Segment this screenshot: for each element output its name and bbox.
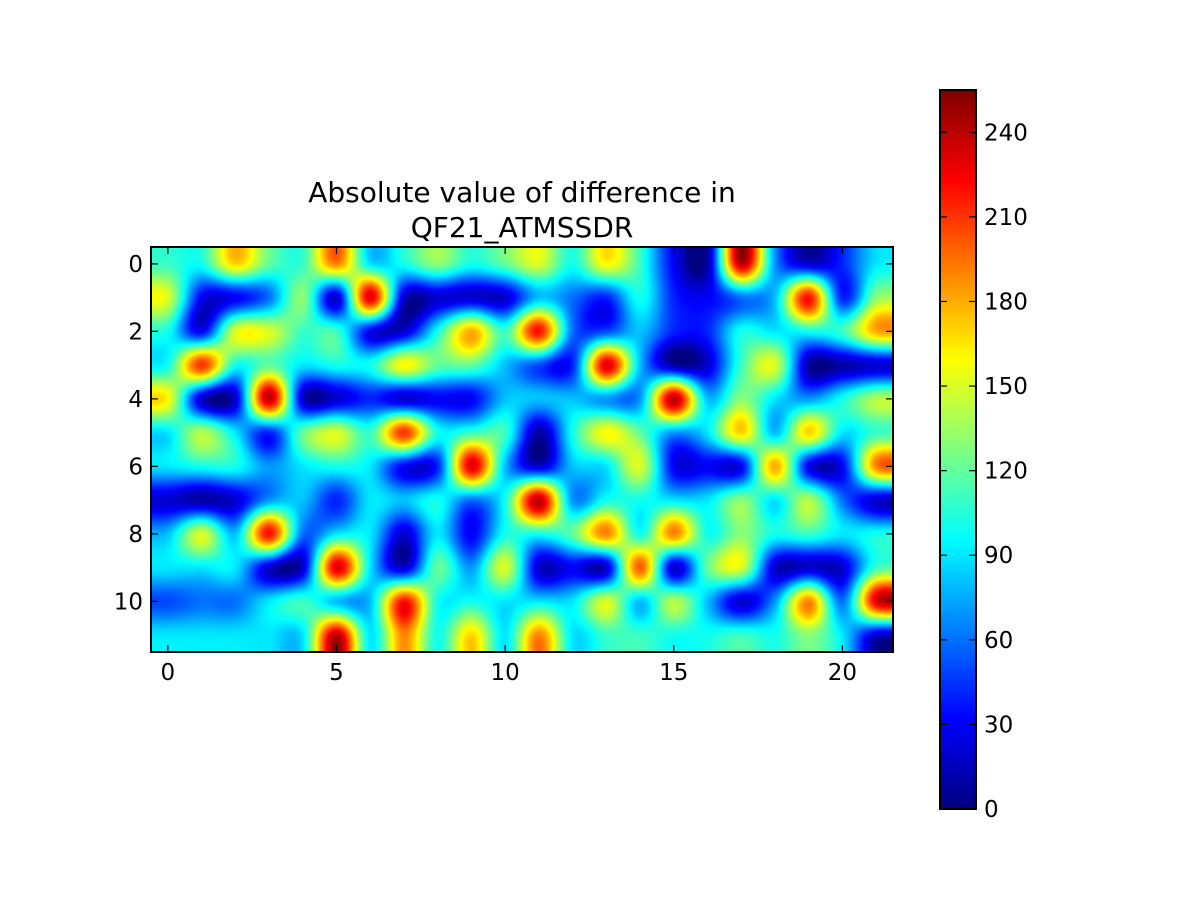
x-tick-label: 20 [828, 660, 857, 686]
y-tick-label: 2 [128, 319, 143, 345]
plot-frame [150, 246, 894, 653]
heatmap-image [151, 247, 893, 652]
colorbar-tick-label: 120 [984, 459, 1028, 485]
colorbar-tick-label: 150 [984, 374, 1028, 400]
x-tick-label: 15 [659, 660, 688, 686]
colorbar: 0 30 60 90 120 150 180 210 240 [939, 89, 1028, 823]
chart-title-line-1: Absolute value of difference in [308, 176, 736, 209]
colorbar-tick-label: 30 [984, 712, 1013, 738]
x-tick-label: 5 [329, 660, 344, 686]
y-tick-label: 8 [128, 522, 143, 548]
y-tick-label: 4 [128, 387, 143, 413]
colorbar-frame [939, 89, 977, 810]
colorbar-tick-label: 60 [984, 628, 1013, 654]
colorbar-tick-label: 210 [984, 205, 1028, 231]
x-tick-label: 10 [490, 660, 519, 686]
colorbar-gradient [940, 90, 976, 809]
colorbar-tick-label: 180 [984, 289, 1028, 315]
y-tick-label: 6 [128, 454, 143, 480]
y-tick-label: 0 [128, 252, 143, 278]
y-tick-label: 10 [114, 589, 143, 615]
chart-title-line-2: QF21_ATMSSDR [411, 211, 634, 244]
x-tick-label: 0 [161, 660, 176, 686]
colorbar-tick-label: 0 [984, 797, 999, 823]
axes: 0 5 10 15 20 0 2 4 6 8 10 [114, 246, 894, 686]
colorbar-tick-label: 240 [984, 120, 1028, 146]
colorbar-tick-label: 90 [984, 543, 1013, 569]
